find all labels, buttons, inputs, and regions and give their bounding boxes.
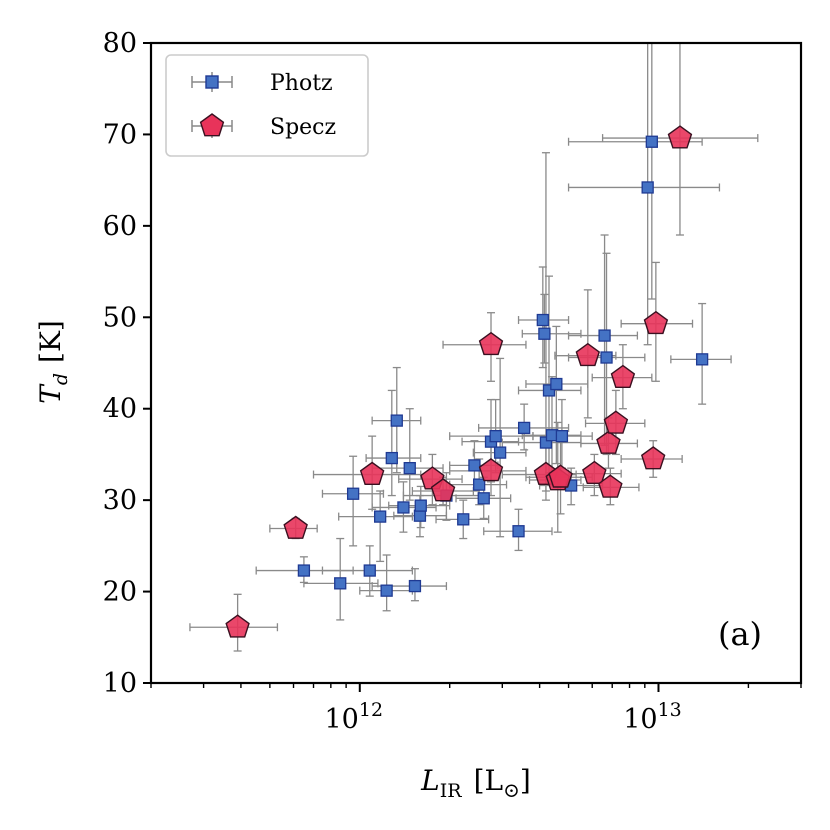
specz-point (640, 446, 666, 470)
photz-errorbar (567, 42, 703, 300)
y-tick-label: 40 (103, 394, 137, 425)
photz-point (695, 353, 709, 366)
legend-specz-marker (191, 113, 233, 138)
data-markers (225, 125, 709, 638)
y-tick-label: 60 (103, 211, 137, 242)
photz-errorbar (567, 42, 721, 346)
photz-point (555, 429, 569, 443)
x-axis-ticks: 1012 1013 (150, 683, 802, 735)
y-tick-label: 10 (103, 668, 137, 699)
photz-point (297, 564, 311, 577)
legend-specz-label: Specz (270, 115, 336, 140)
specz-point (478, 331, 504, 356)
specz-point (575, 342, 601, 367)
photz-point (414, 499, 427, 512)
specz-point (283, 515, 308, 539)
photz-point (408, 579, 422, 593)
photz-point (334, 577, 347, 590)
photz-point (390, 414, 403, 427)
photz-point (473, 478, 486, 491)
photz-point (493, 446, 507, 459)
photz-point (468, 459, 481, 472)
photz-point (536, 313, 549, 327)
plot-frame (149, 41, 803, 685)
photz-point (598, 329, 611, 342)
photz-point (477, 492, 490, 505)
photz-point (397, 501, 410, 514)
photz-point (641, 181, 654, 194)
y-tick-label: 30 (103, 485, 137, 516)
specz-point (225, 614, 250, 638)
photz-point (645, 135, 658, 148)
x-tick-label: 1012 (325, 699, 384, 735)
panel-label: (a) (718, 615, 762, 653)
photz-point (600, 351, 613, 364)
photz-point (512, 525, 525, 538)
y-tick-label: 80 (103, 28, 137, 59)
legend-photz-marker (191, 72, 233, 92)
legend-photz-label: Photz (270, 71, 333, 96)
photz-point (489, 429, 502, 443)
photz-errorbar (521, 293, 582, 364)
specz-point (667, 125, 693, 149)
specz-point (582, 460, 607, 484)
photz-point (346, 487, 360, 500)
y-tick-label: 70 (103, 119, 137, 150)
legend-box (165, 54, 369, 157)
specz-point (548, 464, 573, 488)
photz-point (363, 564, 376, 577)
legend: Photz Specz (165, 54, 369, 157)
specz-point (430, 478, 456, 502)
photz-point (550, 377, 563, 391)
specz-point (478, 458, 504, 482)
y-axis-title: Td[K] (34, 320, 72, 404)
specz-point (596, 430, 621, 454)
y-tick-label: 50 (103, 302, 137, 333)
specz-point (610, 364, 636, 388)
photz-point (457, 513, 470, 526)
y-tick-label: 20 (103, 577, 137, 608)
specz-point (643, 310, 669, 335)
photz-point (542, 384, 556, 397)
specz-point (598, 474, 623, 498)
x-tick-label: 1013 (623, 699, 682, 735)
photz-point (373, 510, 387, 523)
specz-point (603, 410, 629, 434)
photz-point (413, 509, 427, 522)
photz-point (403, 461, 416, 475)
photz-point (517, 421, 531, 435)
specz-point (359, 461, 385, 485)
photz-point (385, 451, 398, 465)
y-axis-ticks: 10 20 30 40 50 60 70 80 (103, 28, 151, 699)
photz-point (538, 327, 551, 340)
photz-point (380, 584, 393, 597)
x-axis-title: LIR [L⊙] (420, 764, 531, 802)
